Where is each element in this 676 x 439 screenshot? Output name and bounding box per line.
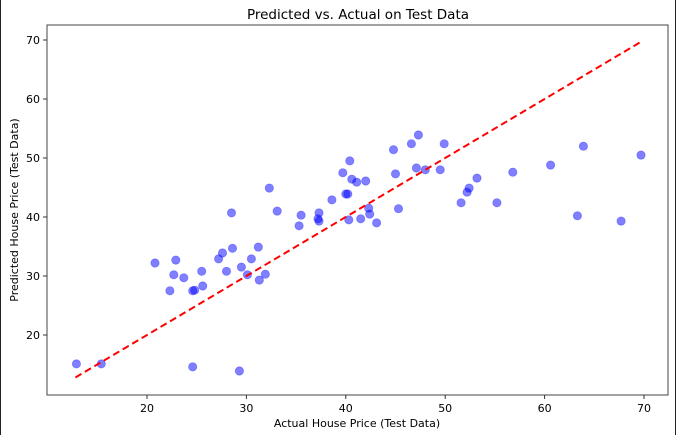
data-point [435, 165, 445, 175]
data-point [327, 195, 337, 205]
data-point [472, 173, 482, 183]
data-point [197, 266, 207, 276]
data-point [420, 165, 430, 175]
data-point [227, 243, 238, 253]
data-point [361, 176, 371, 186]
data-point [294, 221, 304, 231]
data-point [411, 163, 421, 173]
x-tick-label: 60 [538, 402, 552, 415]
data-point [246, 254, 256, 264]
data-point [388, 145, 399, 155]
data-point [578, 141, 589, 151]
y-tick-label: 60 [26, 93, 40, 106]
data-point [313, 214, 323, 224]
data-point [171, 255, 181, 265]
data-point [221, 266, 232, 276]
data-point [260, 269, 270, 279]
data-point [343, 189, 353, 199]
data-point [254, 275, 264, 285]
x-axis-ticks: 20 30 40 50 60 70 [140, 395, 651, 415]
y-axis-label: Predicted House Price (Test Data) [8, 118, 21, 301]
x-axis-label: Actual House Price (Test Data) [274, 417, 440, 430]
data-point [492, 198, 502, 208]
x-tick-label: 30 [239, 402, 253, 415]
y-tick-label: 40 [26, 211, 40, 224]
data-point [393, 204, 404, 214]
data-point [169, 270, 179, 280]
data-point [464, 183, 474, 193]
data-point [371, 218, 382, 228]
data-point [390, 169, 401, 179]
data-point [198, 281, 208, 291]
data-point [264, 183, 274, 193]
data-point [296, 210, 306, 220]
data-point [234, 366, 244, 376]
x-tick-label: 70 [637, 402, 651, 415]
data-point [338, 168, 348, 178]
x-tick-label: 20 [140, 402, 154, 415]
y-tick-label: 30 [26, 270, 40, 283]
data-point [344, 215, 354, 225]
data-point [439, 139, 449, 149]
data-point [365, 209, 375, 219]
data-point [214, 254, 224, 264]
data-point [572, 211, 583, 221]
y-tick-label: 70 [26, 34, 40, 47]
x-tick-label: 50 [438, 402, 452, 415]
data-point [352, 177, 362, 187]
data-point [456, 198, 466, 208]
data-point [217, 248, 228, 258]
data-point [226, 208, 237, 218]
data-point [508, 167, 518, 177]
scatter-points [71, 130, 646, 376]
y-tick-label: 50 [26, 152, 40, 165]
x-tick-label: 40 [339, 402, 353, 415]
data-point [236, 262, 246, 272]
data-point [150, 258, 160, 268]
data-point [179, 273, 189, 283]
chart-title: Predicted vs. Actual on Test Data [247, 7, 469, 23]
axes-box [46, 24, 669, 396]
data-point [165, 286, 175, 296]
data-point [253, 242, 263, 252]
data-point [406, 139, 416, 149]
y-axis-ticks: 20 30 40 50 60 70 [26, 34, 47, 342]
data-point [636, 150, 646, 160]
data-point [188, 362, 198, 372]
plot-area [46, 24, 669, 396]
data-point [356, 214, 366, 224]
data-point [345, 156, 355, 166]
y-tick-label: 20 [26, 329, 40, 342]
data-point [413, 130, 423, 140]
data-point [272, 206, 282, 216]
data-point [545, 160, 556, 170]
data-point [616, 216, 626, 226]
data-point [71, 359, 82, 369]
data-point [190, 285, 200, 295]
